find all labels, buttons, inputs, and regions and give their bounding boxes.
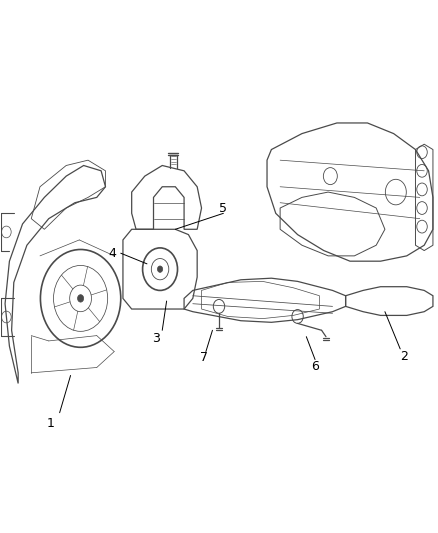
Circle shape (78, 295, 84, 302)
Text: 2: 2 (401, 350, 409, 364)
Text: 1: 1 (47, 417, 55, 430)
Text: 6: 6 (311, 360, 319, 373)
Text: 7: 7 (200, 351, 208, 365)
Text: 5: 5 (219, 201, 227, 214)
Circle shape (157, 266, 162, 272)
Text: 3: 3 (152, 332, 159, 345)
Text: 4: 4 (108, 247, 116, 260)
